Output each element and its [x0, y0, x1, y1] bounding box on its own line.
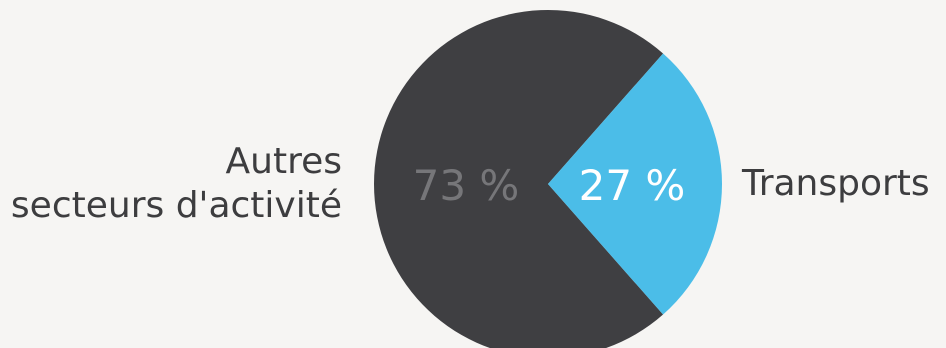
- slice-label-autres-line-2: secteurs d'activité: [10, 185, 342, 226]
- value-label-transports: 27 %: [579, 161, 686, 210]
- value-label-autres: 73 %: [413, 161, 520, 210]
- pie-value-labels: 73 % 27 %: [413, 161, 686, 210]
- slice-label-autres: Autres secteurs d'activité: [11, 140, 342, 228]
- pie-slice-autres: [374, 10, 664, 348]
- slice-label-transports: Transports: [742, 162, 930, 206]
- pie-slice-transports: [548, 53, 723, 315]
- pie-slices: [374, 10, 723, 348]
- slice-label-transports-line-1: Transports: [742, 163, 930, 204]
- slice-label-autres-line-1: Autres: [225, 141, 342, 182]
